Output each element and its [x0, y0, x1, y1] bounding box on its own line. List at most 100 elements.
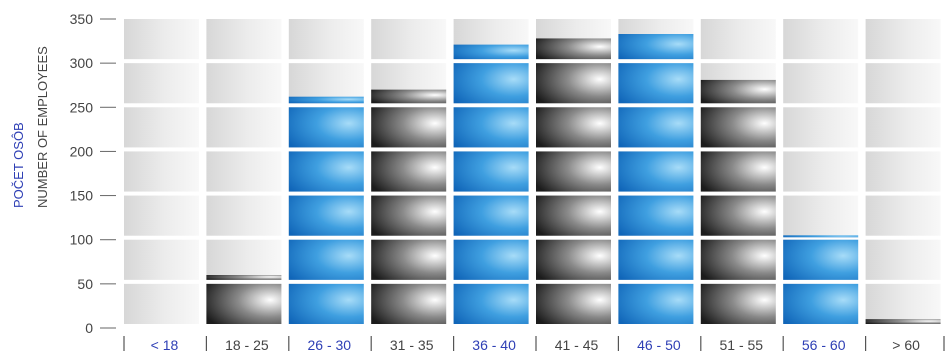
- x-tick-label: 56 - 60: [802, 337, 846, 353]
- bar-segment: [371, 151, 447, 192]
- bar-segment: [536, 239, 611, 280]
- bar-segment: [618, 63, 694, 104]
- bar-segment: [453, 44, 529, 60]
- bars: [206, 34, 941, 324]
- grid-cell: [865, 195, 941, 236]
- bar-segment: [700, 151, 776, 192]
- bar-segment: [453, 63, 529, 104]
- bar-segment: [206, 283, 282, 324]
- bar-segment: [536, 195, 611, 236]
- bar: [371, 89, 447, 324]
- bar: [865, 319, 941, 324]
- bar: [536, 38, 611, 324]
- bar-segment: [288, 195, 364, 236]
- bar-segment: [288, 107, 364, 148]
- x-tick-label: 51 - 55: [720, 337, 764, 353]
- y-tick-label: 350: [70, 11, 94, 27]
- grid-cell: [865, 19, 941, 60]
- grid-cell: [124, 63, 199, 104]
- bar-segment: [536, 107, 611, 148]
- grid-cell: [783, 19, 859, 60]
- grid-cell: [783, 151, 859, 192]
- bar-segment: [700, 79, 776, 104]
- bar: [206, 275, 282, 324]
- grid-cell: [124, 283, 199, 324]
- grid-cell: [124, 107, 199, 148]
- bar-segment: [618, 151, 694, 192]
- bar-segment: [536, 151, 611, 192]
- grid-cell: [124, 239, 199, 280]
- bar-segment: [618, 239, 694, 280]
- x-tick-label: 46 - 50: [637, 337, 681, 353]
- bar-segment: [453, 151, 529, 192]
- bar-segment: [371, 195, 447, 236]
- bar: [618, 34, 694, 324]
- x-tick-label: 26 - 30: [308, 337, 352, 353]
- bar-segment: [618, 283, 694, 324]
- bar-segment: [371, 89, 447, 104]
- y-tick-label: 150: [70, 188, 94, 204]
- bar-segment: [453, 283, 529, 324]
- bar-segment: [700, 283, 776, 324]
- x-tick-label: 31 - 35: [390, 337, 434, 353]
- y-tick-label: 200: [70, 143, 94, 159]
- x-tick-label: 18 - 25: [225, 337, 269, 353]
- grid-cell: [206, 19, 282, 60]
- grid-cell: [124, 151, 199, 192]
- bar: [783, 235, 859, 324]
- bar-segment: [288, 239, 364, 280]
- grid-cell: [865, 283, 941, 324]
- grid-cell: [206, 151, 282, 192]
- grid-cell: [783, 195, 859, 236]
- grid-cell: [288, 63, 364, 104]
- bar: [453, 44, 529, 324]
- bar-segment: [288, 283, 364, 324]
- grid-cell: [206, 107, 282, 148]
- x-tick-label: > 60: [892, 337, 920, 353]
- bar-segment: [453, 239, 529, 280]
- bar-segment: [700, 195, 776, 236]
- y-axis-title: POČET OSÔB: [11, 122, 26, 208]
- bar-segment: [536, 63, 611, 104]
- bar-segment: [536, 38, 611, 60]
- y-tick-label: 250: [70, 99, 94, 115]
- grid-cell: [288, 19, 364, 60]
- bar-segment: [783, 235, 859, 238]
- x-tick-label: 36 - 40: [472, 337, 516, 353]
- bar-segment: [700, 107, 776, 148]
- bar-segment: [783, 239, 859, 280]
- y-axis: 0 50 100 150 200 250 300 350: [70, 11, 116, 336]
- bar-segment: [206, 275, 282, 280]
- y-tick-label: 100: [70, 232, 94, 248]
- bar-segment: [371, 283, 447, 324]
- bar-segment: [371, 107, 447, 148]
- grid-cell: [783, 107, 859, 148]
- y-axis-subtitle: NUMBER OF EMPLOYEES: [35, 46, 50, 208]
- grid-cell: [783, 63, 859, 104]
- grid-cell: [124, 195, 199, 236]
- bar: [700, 79, 776, 324]
- grid-cell: [124, 19, 199, 60]
- grid-cell: [371, 19, 447, 60]
- bar-segment: [288, 96, 364, 104]
- bar-segment: [453, 107, 529, 148]
- bar-segment: [618, 34, 694, 60]
- grid-cell: [206, 63, 282, 104]
- grid-cell: [865, 151, 941, 192]
- bar-segment: [865, 319, 941, 324]
- grid-cell: [206, 239, 282, 280]
- grid-cell: [206, 195, 282, 236]
- y-tick-label: 50: [77, 276, 93, 292]
- y-tick-label: 300: [70, 55, 94, 71]
- bar-segment: [371, 239, 447, 280]
- x-tick-label: < 18: [151, 337, 179, 353]
- grid-cell: [700, 19, 776, 60]
- bar: [288, 96, 364, 324]
- x-axis: < 18 18 - 25 26 - 30 31 - 35 36 - 40 41 - 45 4…: [123, 336, 945, 353]
- grid-cell: [865, 107, 941, 148]
- bar-segment: [618, 195, 694, 236]
- bar-segment: [618, 107, 694, 148]
- y-tick-label: 0: [85, 320, 93, 336]
- bar-segment: [453, 195, 529, 236]
